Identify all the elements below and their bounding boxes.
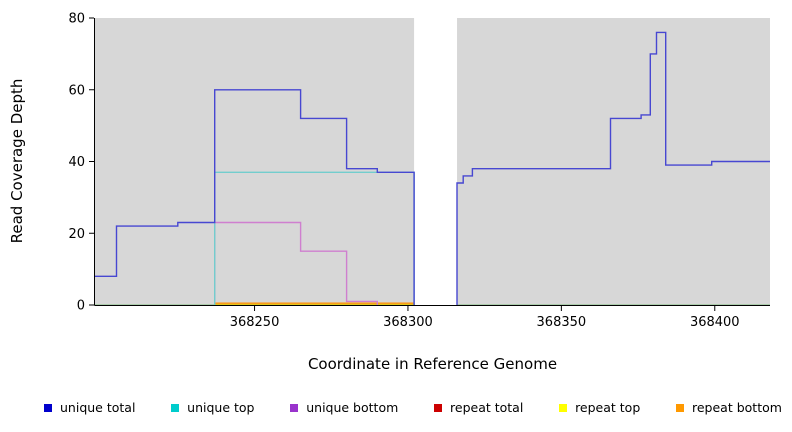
svg-text:368300: 368300 [383, 315, 433, 330]
legend-label: unique top [187, 400, 255, 415]
legend: unique total unique top unique bottom re… [44, 400, 782, 415]
unique-bottom-swatch-icon [290, 403, 299, 412]
svg-text:368400: 368400 [690, 315, 740, 330]
legend-label: unique total [60, 400, 136, 415]
legend-item-repeat-bottom: repeat bottom [676, 400, 782, 415]
svg-text:20: 20 [68, 227, 85, 242]
legend-label: repeat bottom [692, 400, 782, 415]
repeat-bottom-swatch-icon [676, 403, 684, 412]
y-axis-title: Read Coverage Depth [8, 78, 26, 244]
legend-label: repeat total [450, 400, 524, 415]
repeat-total-swatch-icon [434, 403, 443, 412]
svg-text:368350: 368350 [537, 315, 587, 330]
legend-item-unique-total: unique total [44, 400, 135, 415]
legend-item-unique-top: unique top [171, 400, 254, 415]
unique-top-swatch-icon [171, 403, 180, 412]
svg-text:368250: 368250 [230, 315, 280, 330]
legend-label: repeat top [575, 400, 641, 415]
unique-total-swatch-icon [44, 403, 52, 412]
svg-text:40: 40 [68, 155, 85, 170]
svg-text:80: 80 [68, 12, 85, 27]
legend-item-repeat-top: repeat top [559, 400, 640, 415]
coverage-chart-svg: 368250 368300 368350 368400 0 20 40 60 80 [68, 12, 770, 330]
svg-text:60: 60 [68, 83, 85, 98]
legend-label: unique bottom [306, 400, 399, 415]
repeat-top-swatch-icon [559, 403, 568, 412]
svg-text:0: 0 [77, 299, 85, 314]
legend-item-repeat-total: repeat total [434, 400, 523, 415]
legend-item-unique-bottom: unique bottom [290, 400, 398, 415]
x-axis-title: Coordinate in Reference Genome [307, 355, 558, 373]
